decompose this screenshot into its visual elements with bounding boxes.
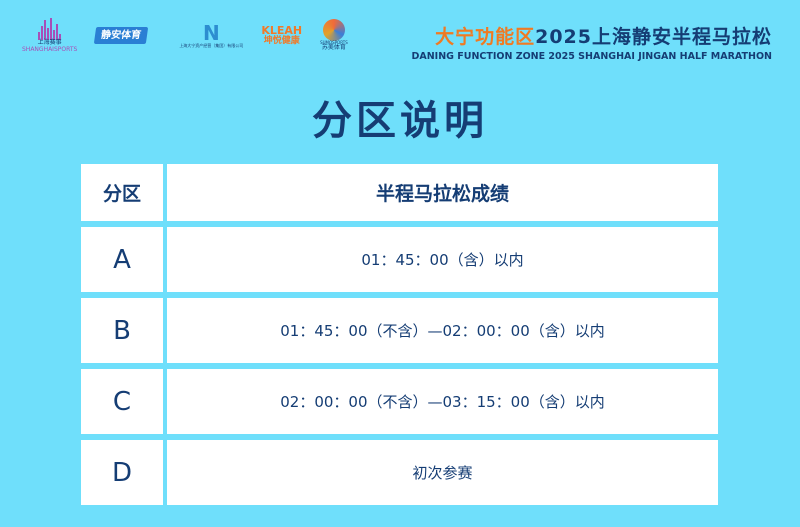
logo-text: SHANGHAISPORTS xyxy=(22,45,78,53)
zone-cell: D xyxy=(81,440,163,505)
kleah-logo: KLEAH 坤悦健康 xyxy=(261,23,303,47)
sponsor-logos: 上海赛事 SHANGHAISPORTS 静安体育 N 上海大宁资产经营（集团）有… xyxy=(22,18,348,53)
event-title-en: DANING FUNCTION ZONE 2025 SHANGHAI JINGA… xyxy=(411,51,772,62)
zone-cell: B xyxy=(81,298,163,363)
range-cell: 初次参赛 xyxy=(167,440,718,505)
zone-cell: C xyxy=(81,369,163,434)
n-leaf-icon: N xyxy=(202,21,220,46)
logo-text: 苏美体育 xyxy=(321,44,346,52)
range-cell: 01：45：00（含）以内 xyxy=(167,227,718,292)
range-cell: 02：00：00（不含）—03：15：00（含）以内 xyxy=(167,369,718,434)
header-result: 半程马拉松成绩 xyxy=(167,164,718,221)
logo-text: 上海赛事 xyxy=(37,39,62,46)
zone-cell: A xyxy=(81,227,163,292)
logo-text: 坤悦健康 xyxy=(263,35,300,46)
event-title-rest: 2025上海静安半程马拉松 xyxy=(535,26,772,48)
range-cell: 01：45：00（不含）—02：00：00（含）以内 xyxy=(167,298,718,363)
shanghai-sports-logo: 上海赛事 SHANGHAISPORTS xyxy=(22,18,77,53)
page-title: 分区说明 xyxy=(312,98,488,144)
event-title: 大宁功能区2025上海静安半程马拉松 DANING FUNCTION ZONE … xyxy=(411,22,772,62)
event-title-highlight: 大宁功能区 xyxy=(435,26,536,48)
logo-text: 静安体育 xyxy=(94,27,149,45)
daning-logo: N 上海大宁资产经营（集团）有限公司 xyxy=(179,22,243,48)
sumosports-emblem-icon xyxy=(322,19,345,42)
header-zone: 分区 xyxy=(81,164,163,221)
logo-text: 上海大宁资产经营（集团）有限公司 xyxy=(179,43,244,49)
logo-text: KLEAH xyxy=(261,23,303,37)
logo-text: SUMOSPORTS xyxy=(320,40,348,46)
jingan-sports-logo: 静安体育 xyxy=(94,27,149,45)
sumosports-logo: SUMOSPORTS 苏美体育 xyxy=(320,19,348,52)
